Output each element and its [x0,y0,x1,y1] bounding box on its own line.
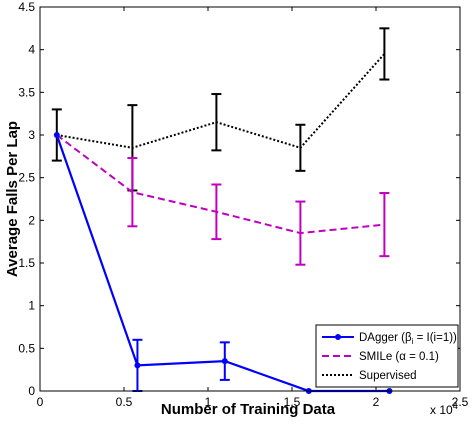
y-tick-label: 1.5 [18,256,35,270]
legend: DAgger (βi = I(i=1)) SMILe (α = 0.1) Super… [315,324,459,388]
axes-box [39,6,461,392]
y-axis-label: Average Falls Per Lap [4,121,21,277]
x-tick-label: 0 [37,395,44,409]
y-tick-label: 3 [28,128,35,142]
y-tick-label: 0 [28,384,35,398]
x-tick-label: 2 [373,395,380,409]
series-1 [56,134,390,266]
y-tick-label: 2.5 [18,171,35,185]
x-tick-label: 1.5 [284,395,301,409]
y-tick-label: 4.5 [18,0,35,14]
legend-marker [335,334,341,340]
y-tick-label: 2 [28,213,35,227]
legend-label: DAgger (βi = I(i=1)) [359,332,457,346]
legend-label: Supervised [359,370,417,382]
x-tick-label: 2.5 [452,395,469,409]
x-tick-label: 0.5 [116,395,133,409]
x-axis-label: Number of Training Data [161,401,336,418]
axes: 0 0.5 1 1.5 2 2.5 0 0.5 1 1.5 2 2.5 3 3.5 4 4.5 [18,0,468,409]
y-tick-label: 1 [28,299,35,313]
series-2 [51,27,390,192]
legend-label: SMILe (α = 0.1) [359,351,439,363]
data-point [53,132,60,138]
x-multiplier-exponent: 4 [453,401,458,411]
data-point [221,358,228,365]
plot-area [51,27,393,394]
y-tick-label: 0.5 [18,341,35,355]
x-tick-label: 1 [205,395,212,409]
data-point [134,362,141,369]
y-tick-label: 3.5 [18,85,35,99]
y-tick-label: 4 [28,43,35,57]
x-axis-multiplier: x 104 [430,401,458,417]
x-multiplier-base: x 10 [430,403,453,417]
